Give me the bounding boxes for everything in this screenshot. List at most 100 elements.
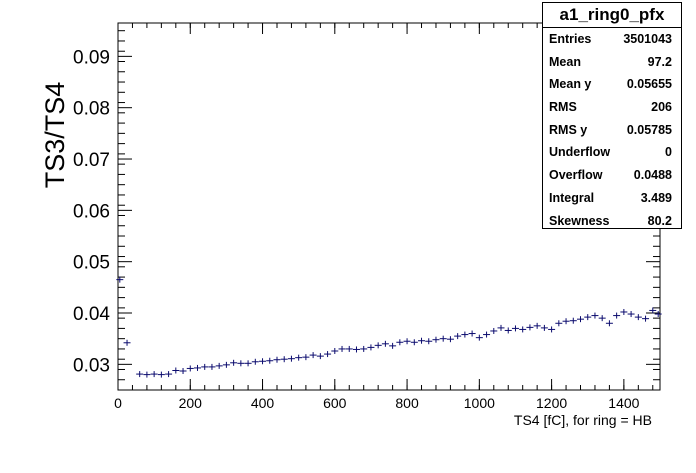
stats-row-overflow: Overflow 0.0488 [543,164,681,187]
data-point [439,335,447,342]
stats-value: 3501043 [623,32,672,46]
data-point [266,357,274,364]
data-point [562,318,570,325]
data-point [569,317,577,324]
data-point [352,346,360,353]
data-point [309,352,317,359]
data-point [244,360,252,367]
data-point [381,340,389,347]
x-axis-title: TS4 [fC], for ring = HB [514,412,652,428]
data-point [642,315,650,322]
stats-rows: Entries 3501043 Mean 97.2 Mean y 0.05655 RM… [543,28,681,232]
data-point [179,368,187,375]
data-point [511,325,519,332]
data-point [634,314,642,321]
data-point [389,342,397,349]
stats-value: 0.05785 [626,122,672,137]
x-tick-label: 1000 [464,395,495,411]
data-point [280,356,288,363]
x-tick-label: 200 [179,395,203,411]
stats-label: Mean y [549,77,592,92]
data-point [613,312,621,319]
data-point [273,356,281,363]
data-point [123,339,131,346]
stats-row-integral: Integral 3.489 [543,187,681,210]
data-point [432,336,440,343]
data-point [540,324,548,331]
stats-label: Overflow [549,168,603,183]
data-point [165,371,173,378]
data-point [461,331,469,338]
data-point [259,358,267,365]
data-point [396,339,404,346]
data-point [215,362,223,369]
data-point [360,345,368,352]
stats-value: 206 [651,100,672,115]
data-point [345,345,353,352]
data-point [251,358,259,365]
data-point [410,339,418,346]
data-point [584,314,592,321]
data-point [649,307,657,314]
data-point [186,365,194,372]
data-point [519,326,527,333]
data-point [627,311,635,318]
data-point [490,327,498,334]
data-point [193,364,201,371]
stats-value: 80.2 [647,213,672,228]
data-point [208,363,216,370]
data-point [446,336,454,343]
stats-row-mean: Mean 97.2 [543,51,681,74]
data-point [533,322,541,329]
x-tick-label: 1400 [608,395,639,411]
stats-value: 0.05655 [626,77,672,92]
data-point [598,315,606,322]
data-point [143,371,151,378]
stats-label: RMS [549,100,577,115]
stats-row-mean-y: Mean y 0.05655 [543,73,681,96]
data-point [237,360,245,367]
data-point [483,331,491,338]
data-point [425,338,433,345]
data-point [150,371,158,378]
data-point [403,338,411,345]
data-point [324,351,332,358]
x-tick-label: 600 [323,395,347,411]
data-point [136,371,144,378]
y-tick-label: 0.03 [73,355,110,376]
data-point [654,311,662,318]
stats-label: Integral [549,190,595,205]
data-point [577,316,585,323]
data-point [287,355,295,362]
data-point [338,345,346,352]
data-point [172,367,180,374]
stats-label: Mean [549,54,581,69]
y-tick-label: 0.07 [73,150,110,171]
data-point [230,359,238,366]
stats-title: a1_ring0_pfx [543,3,681,28]
x-tick-label: 800 [395,395,419,411]
stats-box: a1_ring0_pfx Entries 3501043 Mean 97.2 Mea… [542,2,682,229]
x-tick-label: 0 [114,395,122,411]
data-point [316,353,324,360]
data-point [295,354,303,361]
y-tick-label: 0.09 [73,47,110,68]
data-point [468,330,476,337]
x-tick-label: 400 [251,395,275,411]
stats-value: 0 [665,145,672,160]
stats-value: 97.2 [647,54,672,69]
y-tick-label: 0.08 [73,99,110,120]
data-point [454,333,462,340]
y-tick-label: 0.05 [73,253,110,274]
data-point [605,320,613,327]
data-point [367,344,375,351]
stats-row-underflow: Underflow 0 [543,141,681,164]
y-axis-title: TS3/TS4 [40,82,70,189]
data-point [497,324,505,331]
stats-label: Skewness [549,213,610,228]
stats-row-entries: Entries 3501043 [543,28,681,51]
x-tick-label: 1200 [536,395,567,411]
data-point [302,354,310,361]
data-point [475,334,483,341]
